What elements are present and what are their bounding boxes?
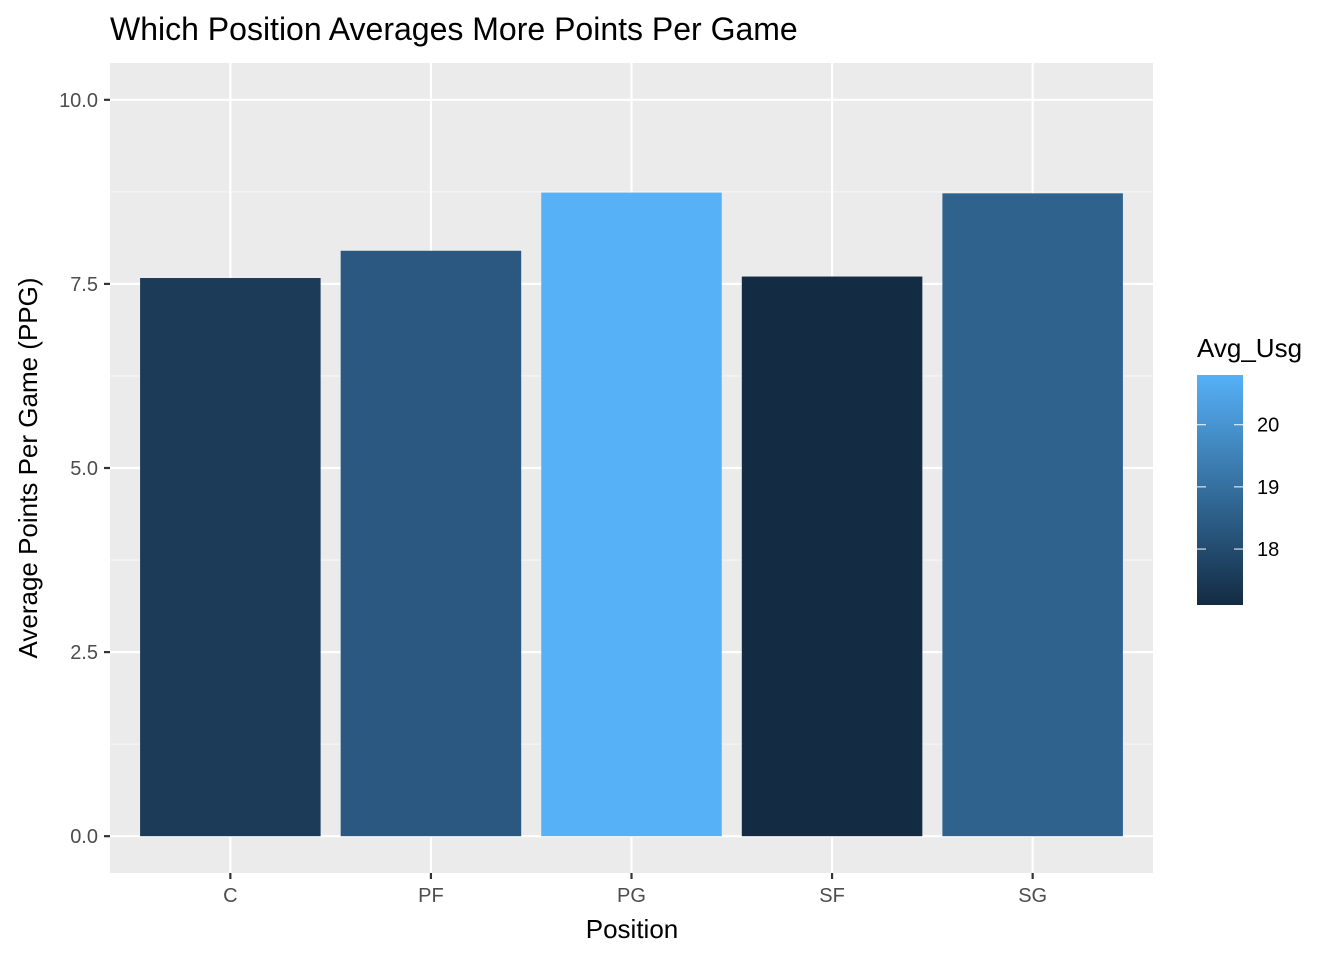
legend-tick-label: 20 xyxy=(1257,415,1279,437)
bars xyxy=(140,192,1123,837)
bar-c xyxy=(140,278,321,837)
y-axis-title: Average Points Per Game (PPG) xyxy=(13,277,43,658)
bar-sf xyxy=(741,276,923,837)
x-tick-label: SG xyxy=(1018,885,1047,907)
x-tick-label: PF xyxy=(418,885,444,907)
bar-pf xyxy=(340,250,522,837)
bar-pg xyxy=(541,192,722,837)
x-axis-title: Position xyxy=(586,914,679,944)
y-tick-label: 10.0 xyxy=(59,90,98,112)
legend: Avg_Usg 18 19 20 xyxy=(1197,333,1302,605)
y-tick-label: 7.5 xyxy=(70,274,98,296)
y-tick-label: 0.0 xyxy=(70,826,98,848)
x-axis: C PF PG SF SG xyxy=(223,873,1047,907)
x-tick-label: SF xyxy=(819,885,845,907)
y-axis: 0.0 2.5 5.0 7.5 10.0 xyxy=(59,90,110,848)
legend-tick-label: 19 xyxy=(1257,477,1279,499)
x-tick-label: C xyxy=(223,885,237,907)
legend-tick-label: 18 xyxy=(1257,539,1279,561)
legend-title: Avg_Usg xyxy=(1197,333,1302,363)
bar-sg xyxy=(942,193,1123,837)
y-tick-label: 2.5 xyxy=(70,642,98,664)
y-tick-label: 5.0 xyxy=(70,458,98,480)
chart-title: Which Position Averages More Points Per … xyxy=(110,11,798,47)
legend-ticks: 18 19 20 xyxy=(1197,415,1279,561)
x-tick-label: PG xyxy=(617,885,646,907)
legend-colorbar xyxy=(1197,375,1243,605)
